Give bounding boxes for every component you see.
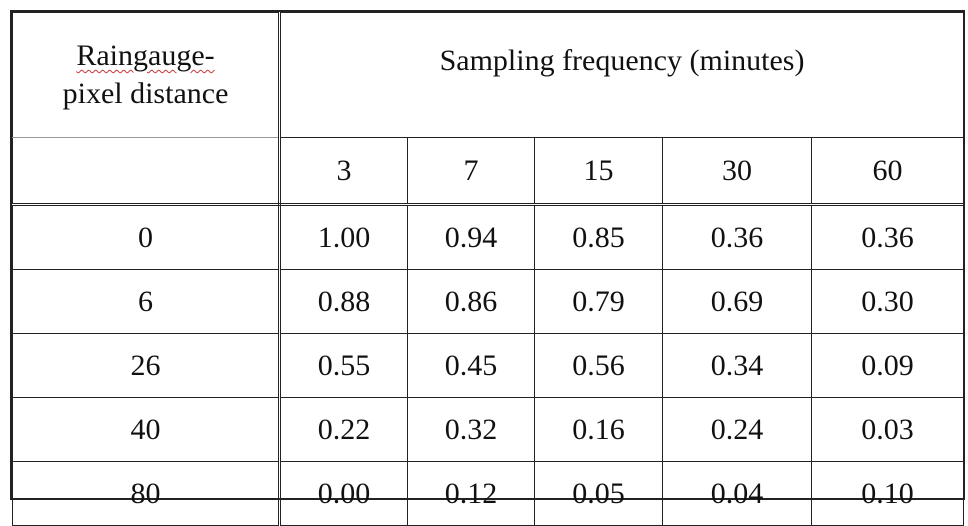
row-header-empty-cell [12, 137, 281, 206]
table-row: 80 0.00 0.12 0.05 0.04 0.10 [12, 461, 965, 526]
column-header: 15 [534, 137, 663, 206]
value-cell: 0.88 [279, 269, 408, 334]
value-cell: 0.79 [534, 269, 663, 334]
value-cell: 0.69 [662, 269, 812, 334]
value-cell: 0.04 [662, 461, 812, 526]
header-row-columns: 3 7 15 30 60 [12, 137, 965, 206]
value-cell: 0.30 [810, 269, 965, 334]
column-header: 7 [407, 137, 535, 206]
value-cell: 0.05 [534, 461, 663, 526]
row-header-line2: pixel distance [62, 77, 229, 110]
value-cell: 0.55 [279, 333, 408, 398]
header-row-top: Raingauge- pixel distance Sampling frequ… [12, 12, 965, 138]
value-cell: 0.94 [407, 204, 535, 270]
value-cell: 0.86 [407, 269, 535, 334]
table-row: 26 0.55 0.45 0.56 0.34 0.09 [12, 333, 965, 398]
value-cell: 0.16 [534, 397, 663, 462]
value-cell: 0.85 [534, 204, 663, 270]
value-cell: 1.00 [279, 204, 408, 270]
row-header-line1: Raingauge- [76, 39, 215, 72]
column-header: 60 [810, 137, 965, 206]
value-cell: 0.09 [810, 333, 965, 398]
value-cell: 0.03 [810, 397, 965, 462]
value-cell: 0.34 [662, 333, 812, 398]
column-header: 30 [662, 137, 812, 206]
row-header-cell: Raingauge- pixel distance [12, 12, 281, 138]
table-row: 40 0.22 0.32 0.16 0.24 0.03 [12, 397, 965, 462]
value-cell: 0.24 [662, 397, 812, 462]
distance-cell: 0 [12, 204, 281, 270]
value-cell: 0.10 [810, 461, 965, 526]
value-cell: 0.36 [662, 204, 812, 270]
distance-cell: 26 [12, 333, 281, 398]
row-header-label: Raingauge- pixel distance [13, 37, 278, 113]
distance-cell: 40 [12, 397, 281, 462]
value-cell: 0.22 [279, 397, 408, 462]
value-cell: 0.00 [279, 461, 408, 526]
table-row: 0 1.00 0.94 0.85 0.36 0.36 [12, 204, 965, 270]
value-cell: 0.32 [407, 397, 535, 462]
sampling-frequency-header: Sampling frequency (minutes) [278, 12, 965, 138]
value-cell: 0.56 [534, 333, 663, 398]
distance-cell: 80 [12, 461, 281, 526]
distance-cell: 6 [12, 269, 281, 334]
correlation-table: Raingauge- pixel distance Sampling frequ… [12, 12, 965, 526]
value-cell: 0.12 [407, 461, 535, 526]
table-row: 6 0.88 0.86 0.79 0.69 0.30 [12, 269, 965, 334]
value-cell: 0.36 [810, 204, 965, 270]
value-cell: 0.45 [407, 333, 535, 398]
column-header: 3 [279, 137, 408, 206]
